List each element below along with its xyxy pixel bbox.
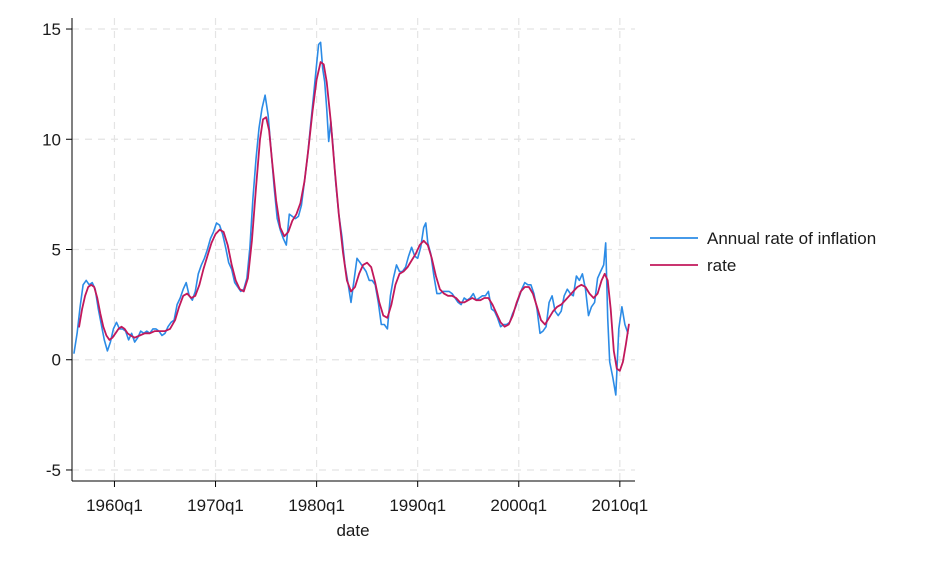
legend-label: rate xyxy=(707,256,736,275)
y-tick-label: 5 xyxy=(52,241,61,260)
y-tick-label: 15 xyxy=(42,20,61,39)
legend: Annual rate of inflation rate xyxy=(650,229,876,275)
x-axis: 1960q1 1970q1 1980q1 1990q1 2000q1 2010q1 xyxy=(72,480,648,515)
x-tick-label: 2010q1 xyxy=(591,496,648,515)
x-tick-label: 1970q1 xyxy=(187,496,244,515)
x-tick-label: 1990q1 xyxy=(389,496,446,515)
x-tick-label: 1980q1 xyxy=(288,496,345,515)
series-line-inflation xyxy=(73,41,629,396)
x-axis-title: date xyxy=(336,521,369,540)
y-tick-label: 10 xyxy=(42,130,61,149)
y-tick-label: -5 xyxy=(46,461,61,480)
x-tick-label: 2000q1 xyxy=(490,496,547,515)
grid xyxy=(72,18,635,481)
x-tick-label: 1960q1 xyxy=(86,496,143,515)
series-line-rate xyxy=(78,61,630,372)
y-tick-label: 0 xyxy=(52,351,61,370)
legend-label: Annual rate of inflation xyxy=(707,229,876,248)
plot-series xyxy=(73,41,630,396)
y-axis: -5 0 5 10 15 xyxy=(42,18,73,481)
